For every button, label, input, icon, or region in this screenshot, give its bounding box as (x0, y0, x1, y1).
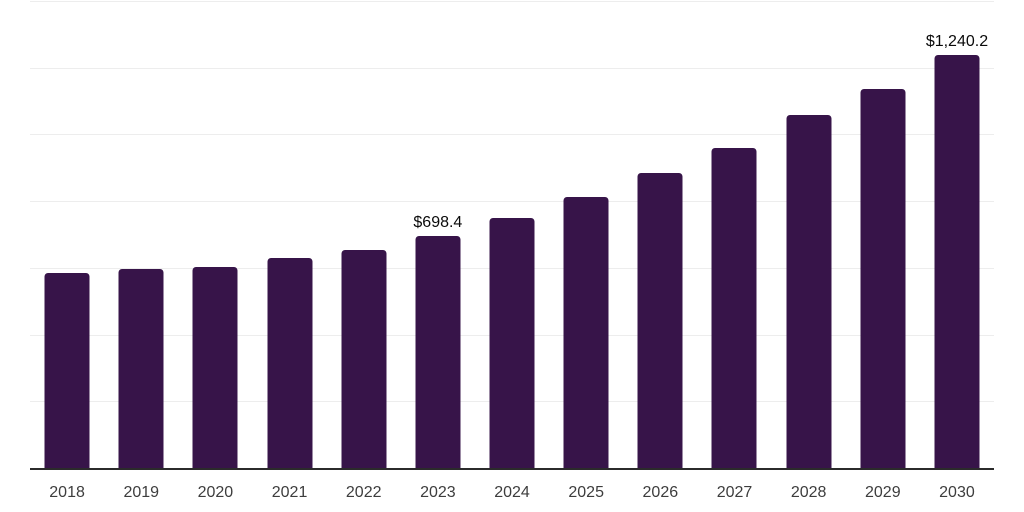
x-tick-2027: 2027 (716, 484, 753, 501)
bar-2030 (934, 55, 980, 469)
data-label-2030: $1,240.2 (925, 33, 989, 51)
x-axis-tick-labels: 2018 2019 2020 2021 2022 2023 2024 2025 2026 2027… (30, 483, 994, 503)
x-axis-line (30, 468, 994, 470)
x-tick-2019: 2019 (123, 484, 160, 501)
bar-group-2018 (30, 2, 104, 469)
gridline-1400 (30, 1, 994, 2)
bar-2024 (489, 217, 535, 469)
bar-2022 (341, 250, 387, 469)
x-tick-2024: 2024 (494, 484, 530, 501)
bar-group-2021 (252, 2, 326, 469)
bar-group-2030: $1,240.2 (920, 2, 994, 469)
bar-group-2020 (178, 2, 252, 469)
bar-group-2023: $698.4 (401, 2, 475, 469)
bar-group-2028 (772, 2, 846, 469)
bar-2020 (192, 267, 238, 469)
bar-2025 (563, 197, 609, 469)
bar-group-2025 (549, 2, 623, 469)
plot-area: $698.4 $1,240.2 (30, 1, 994, 470)
x-tick-2022: 2022 (345, 484, 382, 501)
bar-2027 (711, 147, 757, 469)
x-tick-2018: 2018 (49, 484, 85, 501)
bar-group-2022 (327, 2, 401, 469)
x-tick-2026: 2026 (642, 484, 679, 501)
bar-group-2019 (104, 2, 178, 469)
bar-2018 (44, 273, 90, 469)
x-tick-2025: 2025 (568, 484, 604, 501)
data-label-2023: $698.4 (413, 214, 463, 232)
x-tick-2023: 2023 (420, 484, 456, 501)
gridline-800 (30, 201, 994, 203)
x-tick-2030: 2030 (939, 484, 975, 501)
gridline-1000 (30, 134, 994, 136)
bar-2019 (118, 268, 164, 469)
bar-group-2026 (623, 2, 697, 469)
bar-2023 (415, 236, 461, 469)
bars-layer: $698.4 $1,240.2 (30, 2, 994, 469)
x-tick-2020: 2020 (197, 484, 234, 501)
bar-group-2024 (475, 2, 549, 469)
bar-2028 (786, 114, 832, 469)
bar-group-2027 (697, 2, 771, 469)
gridline-1200 (30, 67, 994, 69)
x-tick-2021: 2021 (271, 484, 308, 501)
bar-2029 (860, 89, 906, 469)
bar-group-2029 (846, 2, 920, 469)
bar-2021 (267, 258, 313, 469)
x-tick-2029: 2029 (865, 484, 901, 501)
bar-2026 (637, 173, 683, 469)
x-tick-2028: 2028 (790, 484, 827, 501)
